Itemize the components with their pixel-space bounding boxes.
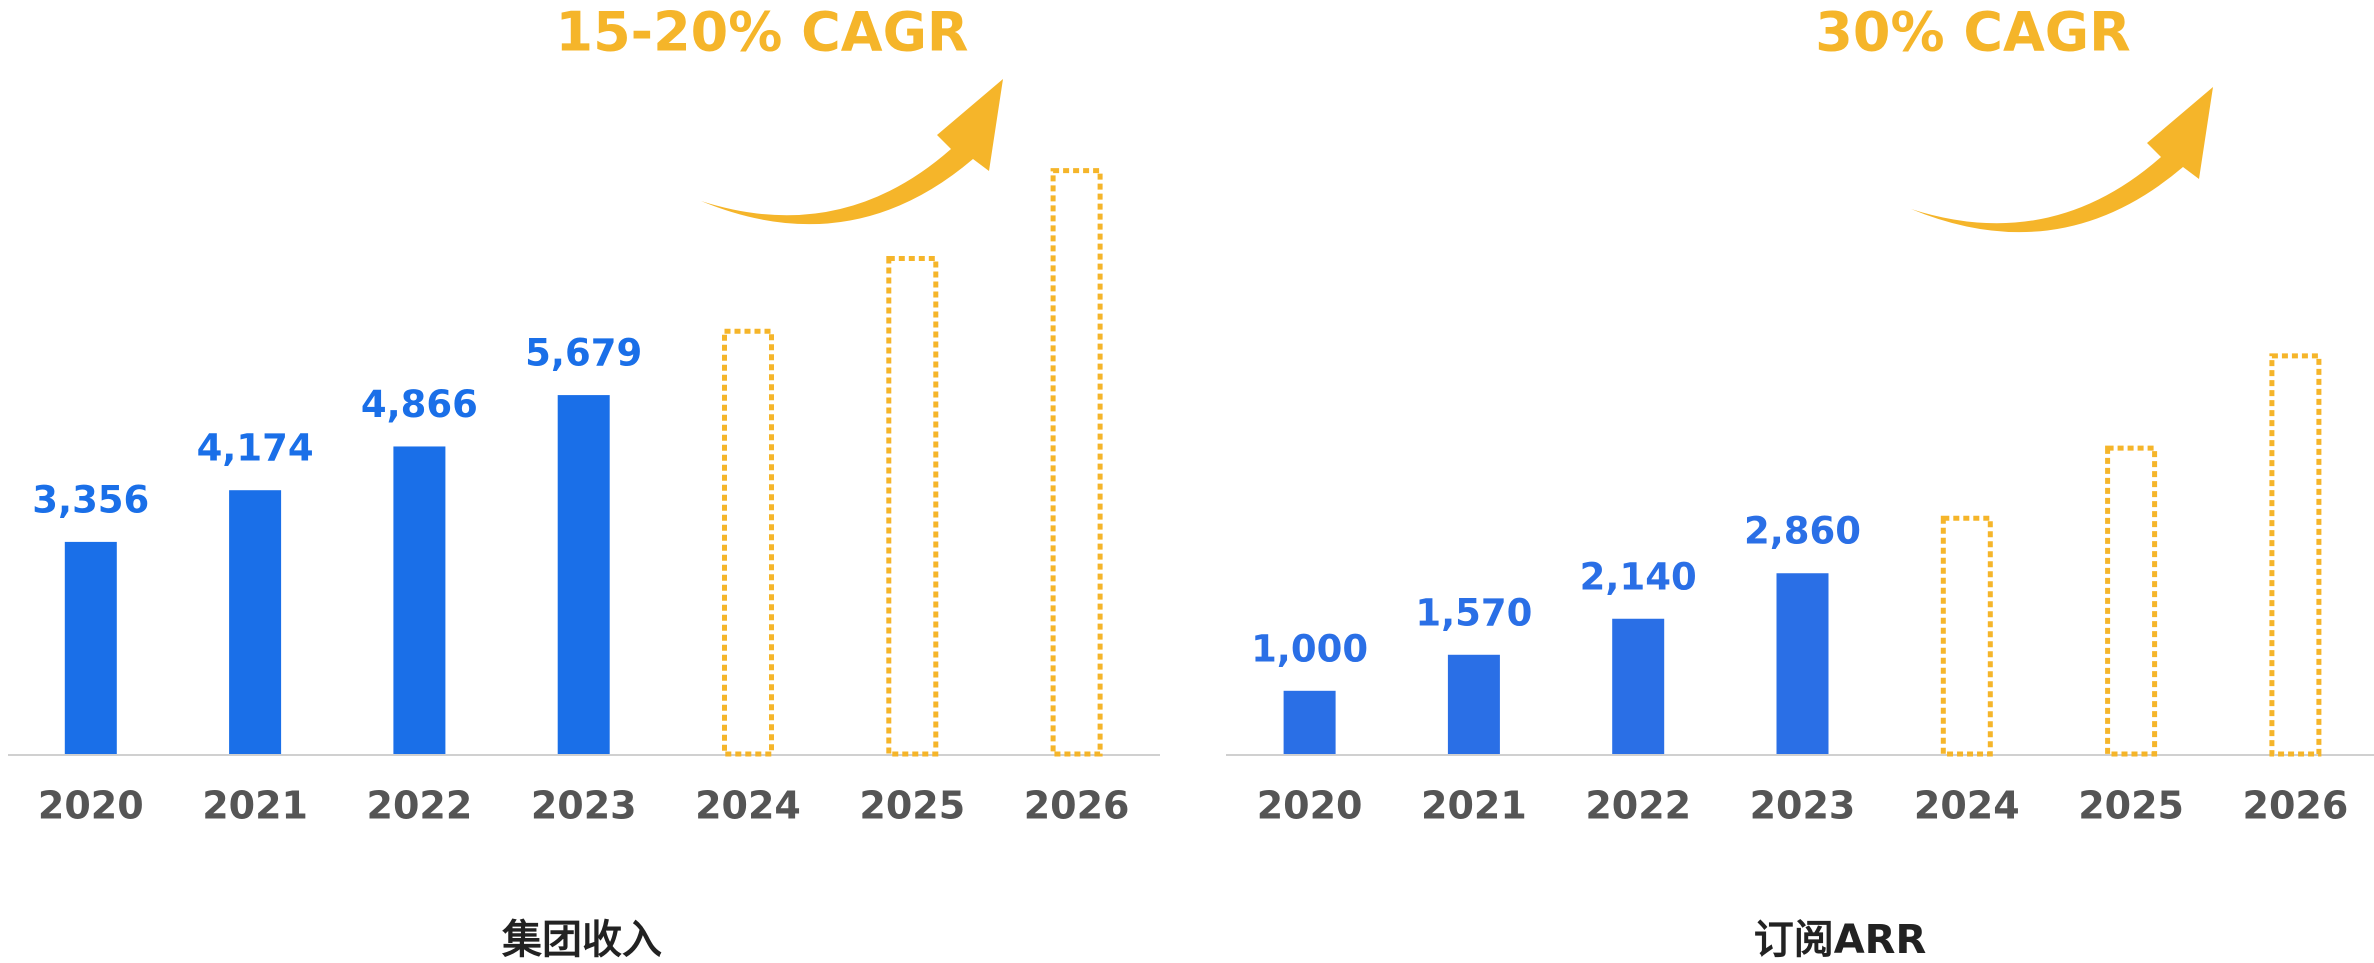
x-tick-label: 2021 (202, 784, 308, 828)
bar (1776, 573, 1829, 754)
value-label: 1,000 (1251, 627, 1368, 670)
value-label: 4,866 (361, 383, 478, 426)
projected-bar (722, 328, 774, 757)
value-label: 4,174 (197, 427, 314, 470)
projected-bar (2105, 445, 2158, 757)
projected-bar (1940, 515, 1993, 757)
value-label: 1,570 (1415, 591, 1532, 634)
bar (64, 541, 117, 754)
cagr-annotation: 15-20% CAGR (556, 1, 969, 64)
x-tick-label: 2024 (1914, 784, 2020, 828)
x-tick-label: 2026 (1024, 784, 1130, 828)
x-tick-label: 2023 (1750, 784, 1856, 828)
x-tick-label: 2025 (859, 784, 965, 828)
value-label: 3,356 (32, 478, 149, 521)
x-tick-label: 2020 (1257, 784, 1363, 828)
chart-caption: 集团收入 (501, 917, 662, 963)
x-tick-label: 2024 (695, 784, 801, 828)
cagr-annotation: 30% CAGR (1815, 1, 2130, 64)
bar (1612, 618, 1665, 754)
x-tick-label: 2022 (367, 784, 473, 828)
value-label: 2,140 (1580, 555, 1697, 598)
bar (393, 446, 446, 754)
value-label: 5,679 (525, 332, 642, 375)
bar (557, 395, 610, 754)
x-tick-label: 2022 (1585, 784, 1691, 828)
projected-bar (886, 256, 939, 757)
projected-bar (1050, 168, 1103, 757)
bar (229, 490, 282, 754)
bar (1447, 654, 1500, 754)
x-tick-label: 2023 (531, 784, 637, 828)
bar (1283, 690, 1336, 754)
cagr-arrow (1911, 87, 2213, 233)
value-label: 2,860 (1744, 510, 1861, 553)
chart-caption: 订阅ARR (1754, 917, 1927, 963)
x-tick-label: 2020 (38, 784, 144, 828)
x-tick-label: 2025 (2078, 784, 2184, 828)
x-tick-label: 2026 (2243, 784, 2349, 828)
projected-bar (2269, 353, 2322, 757)
cagr-arrow (701, 79, 1003, 225)
x-tick-label: 2021 (1421, 784, 1527, 828)
